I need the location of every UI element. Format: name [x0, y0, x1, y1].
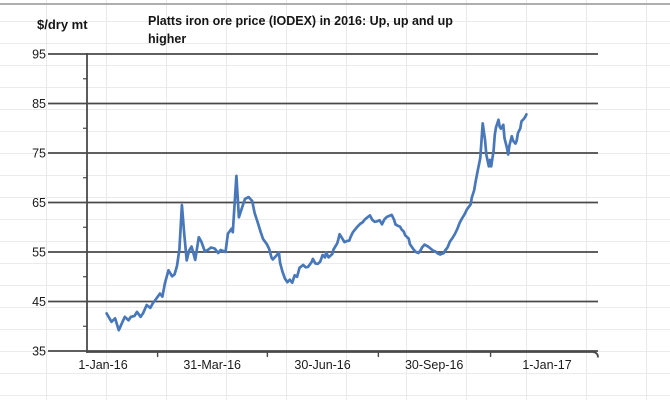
chart-title-line2: higher — [148, 31, 187, 46]
y-tick-label-75: 75 — [32, 147, 46, 161]
x-tick-label-1-Jan-16: 1-Jan-16 — [78, 358, 127, 372]
y-tick-label-55: 55 — [32, 246, 46, 260]
x-tick-label-30-Sep-16: 30-Sep-16 — [405, 358, 463, 372]
x-tick-label-30-Jun-16: 30-Jun-16 — [294, 358, 350, 372]
y-tick-label-45: 45 — [32, 295, 46, 309]
y-tick-label-95: 95 — [32, 48, 46, 62]
x-tick-label-31-Mar-16: 31-Mar-16 — [183, 358, 241, 372]
iodex-price-line — [105, 113, 528, 332]
x-tick-label-1-Jan-17: 1-Jan-17 — [522, 358, 571, 372]
chart-title: Platts iron ore price (IODEX) in 2016: U… — [148, 13, 478, 48]
y-tick-label-65: 65 — [32, 196, 46, 210]
y-tick-label-85: 85 — [32, 97, 46, 111]
y-tick-label-35: 35 — [32, 345, 46, 359]
y-axis-unit-label: $/dry mt — [37, 17, 88, 32]
x-axis-line — [87, 351, 599, 358]
chart-title-line1: Platts iron ore price (IODEX) in 2016: U… — [148, 14, 453, 28]
spreadsheet-top-gridline — [0, 3, 670, 5]
